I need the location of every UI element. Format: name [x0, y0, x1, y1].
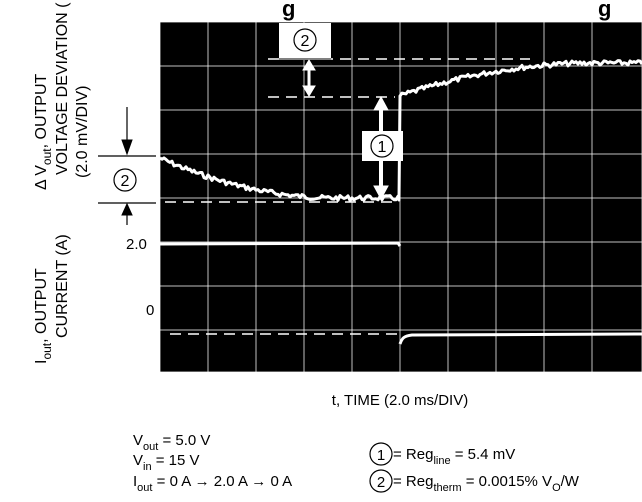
y-label-voltage-line2: VOLTAGE DEVIATION ( [54, 2, 71, 175]
condition-vin: Vin = 15 V [133, 452, 200, 473]
legend-line-regulation: = Regline = 5.4 mV [393, 446, 515, 467]
thermal-double-arrow [302, 59, 316, 97]
current-tick-high: 2.0 [126, 236, 147, 253]
y-axis-label-voltage: Δ Vout, OUTPUT VOLTAGE DEVIATION ( (2.0 … [33, 2, 91, 190]
title-fragment-left: g [282, 0, 295, 21]
marker-two-top-circle [293, 28, 317, 52]
marker-two-left-circle [113, 168, 137, 192]
y-label-current-line1: Iout, OUTPUT [33, 268, 54, 364]
y-axis-label-current: Iout, OUTPUT CURRENT (A) [33, 234, 71, 364]
legend-marker-two-label: 2 [377, 474, 385, 491]
scope-screen [160, 22, 642, 372]
legend-thermal-regulation: = Regtherm = 0.0015% VO/W [393, 473, 580, 494]
y-label-current-line2: CURRENT (A) [54, 234, 71, 338]
current-trace-low [398, 332, 642, 345]
marker-two-top-label: 2 [301, 33, 310, 50]
legend-marker-two-circle [369, 469, 393, 493]
marker-two-left-arrows [98, 107, 156, 225]
x-axis-label: t, TIME (2.0 ms/DIV) [332, 392, 468, 409]
marker-one-circle [370, 134, 394, 158]
title-fragment-right: g [598, 0, 611, 21]
regulation-legend: 1 = Regline = 5.4 mV 2 = Regtherm = 0.00… [369, 442, 580, 494]
voltage-deviation-trace [159, 59, 642, 202]
current-tick-zero: 0 [146, 302, 154, 319]
condition-iout: Iout = 0 A → 2.0 A → 0 A [133, 473, 292, 494]
test-conditions: Vout = 5.0 V Vin = 15 V Iout = 0 A → 2.0… [133, 432, 292, 494]
marker-two-left-label: 2 [121, 173, 130, 190]
legend-marker-one-circle [369, 442, 393, 466]
current-trace-high [159, 241, 402, 247]
legend-marker-one-label: 1 [377, 447, 385, 464]
y-label-voltage-line1: Δ Vout, OUTPUT [33, 74, 54, 191]
marker-one-label: 1 [378, 139, 387, 156]
y-label-voltage-line3: (2.0 mV/DIV) [74, 86, 91, 178]
condition-vout: Vout = 5.0 V [133, 432, 210, 453]
